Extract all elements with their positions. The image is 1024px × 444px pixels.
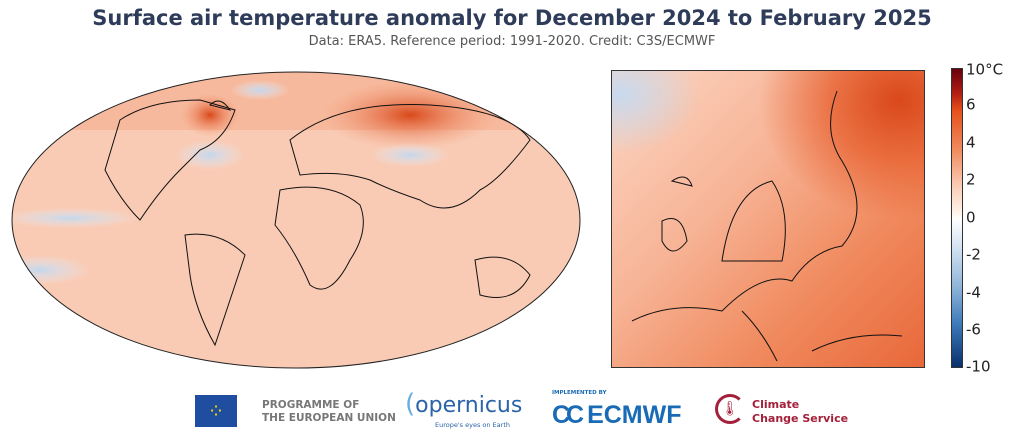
colorbar-tick: 4 xyxy=(966,133,976,152)
colorbar-tick: 2 xyxy=(966,170,976,189)
eu-logo-text: PROGRAMME OF THE EUROPEAN UNION xyxy=(262,399,396,424)
colorbar-tick: 10°C xyxy=(966,60,1004,79)
europe-map xyxy=(611,70,925,368)
siberia-warm-anomaly xyxy=(320,80,500,150)
colorbar xyxy=(951,68,963,368)
eu-flag-icon: ⁘ xyxy=(195,395,237,427)
canada-warm-anomaly xyxy=(180,93,240,137)
colorbar-tick: -6 xyxy=(966,320,981,339)
figure-subtitle: Data: ERA5. Reference period: 1991-2020.… xyxy=(308,34,716,49)
colorbar-tick: -10 xyxy=(966,357,991,376)
copernicus-tagline: Europe's eyes on Earth xyxy=(435,421,510,429)
copernicus-logo: (opernicus xyxy=(405,389,523,419)
logo-bar: ⁘ PROGRAMME OF THE EUROPEAN UNION (operni… xyxy=(190,389,848,435)
thermometer-icon: 🌡 xyxy=(715,394,745,424)
colorbar-tick: -2 xyxy=(966,245,981,264)
figure-title: Surface air temperature anomaly for Dece… xyxy=(92,6,932,30)
europe-coastlines xyxy=(631,90,903,362)
ecmwf-logo: CC ECMWF xyxy=(552,401,682,429)
world-map xyxy=(11,71,581,369)
ecmwf-implemented-by: IMPLEMENTED BY xyxy=(552,390,607,396)
colorbar-tick: 0 xyxy=(966,208,976,227)
colorbar-tick: 6 xyxy=(966,95,976,114)
colorbar-tick: -4 xyxy=(966,283,981,302)
c3s-logo-text: Climate Change Service xyxy=(752,398,849,425)
